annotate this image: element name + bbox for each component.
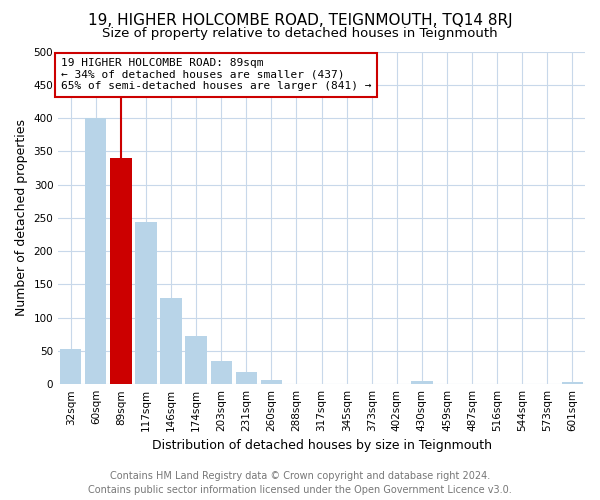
Bar <box>110 158 131 384</box>
Text: Contains HM Land Registry data © Crown copyright and database right 2024.
Contai: Contains HM Land Registry data © Crown c… <box>88 471 512 495</box>
Bar <box>562 382 583 384</box>
Text: 19, HIGHER HOLCOMBE ROAD, TEIGNMOUTH, TQ14 8RJ: 19, HIGHER HOLCOMBE ROAD, TEIGNMOUTH, TQ… <box>88 12 512 28</box>
Bar <box>60 349 82 384</box>
Bar <box>411 381 433 384</box>
Y-axis label: Number of detached properties: Number of detached properties <box>15 120 28 316</box>
Bar <box>136 222 157 384</box>
Bar <box>85 118 106 384</box>
Bar <box>236 372 257 384</box>
Bar <box>211 361 232 384</box>
Text: Size of property relative to detached houses in Teignmouth: Size of property relative to detached ho… <box>102 28 498 40</box>
Text: 19 HIGHER HOLCOMBE ROAD: 89sqm
← 34% of detached houses are smaller (437)
65% of: 19 HIGHER HOLCOMBE ROAD: 89sqm ← 34% of … <box>61 58 371 92</box>
Bar <box>185 336 207 384</box>
X-axis label: Distribution of detached houses by size in Teignmouth: Distribution of detached houses by size … <box>152 440 491 452</box>
Bar <box>160 298 182 384</box>
Bar <box>261 380 282 384</box>
